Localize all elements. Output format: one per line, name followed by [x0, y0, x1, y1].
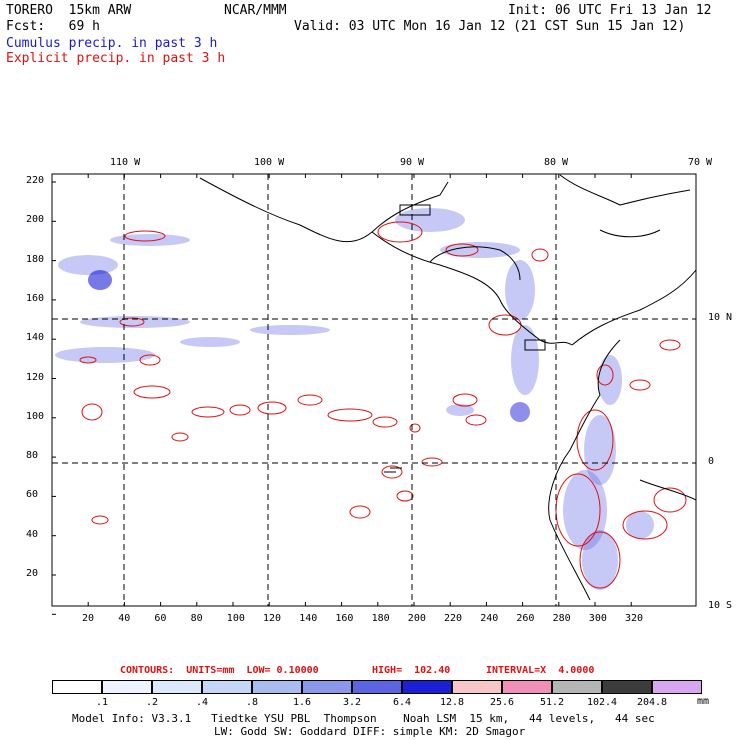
lon-label-70w: 70 W: [688, 157, 713, 168]
x-tick-label: 260: [516, 613, 535, 624]
legend-swatch: [652, 680, 702, 694]
lon-label-110w: 110 W: [110, 157, 141, 168]
legend-label: 204.8: [636, 697, 668, 708]
valid-time: Valid: 03 UTC Mon 16 Jan 12 (21 CST Sun …: [294, 19, 686, 34]
legend-swatch: [202, 680, 252, 694]
y-tick-label: 60: [26, 489, 39, 501]
explicit-precip-contours: [79, 221, 687, 589]
legend-swatch: [602, 680, 652, 694]
x-tick-label: 200: [407, 613, 426, 624]
axis-ticks: [51, 174, 632, 615]
x-tick-label: 300: [588, 613, 607, 624]
y-tick-label: 20: [26, 568, 39, 579]
legend-swatch: [502, 680, 552, 694]
legend-label: 102.4: [586, 697, 618, 708]
legend-swatch: [552, 680, 602, 694]
legend-swatch: [352, 680, 402, 694]
contour-interval: INTERVAL=X 4.0000: [486, 665, 595, 676]
legend-swatch: [402, 680, 452, 694]
x-tick-label: 180: [371, 613, 390, 624]
legend-swatch: [52, 680, 102, 694]
x-tick-label: 20: [82, 613, 95, 624]
x-tick-label: 220: [444, 613, 463, 624]
y-tick-label: 140: [26, 332, 45, 344]
y-tick-label: 220: [26, 175, 45, 186]
coastlines: [199, 174, 696, 601]
legend-label: .1: [95, 697, 109, 708]
cumulus-precip-shading: [55, 208, 654, 590]
lon-label-100w: 100 W: [254, 157, 285, 168]
y-tick-label: 200: [26, 214, 45, 226]
legend-swatch: [152, 680, 202, 694]
y-tick-label: 40: [26, 528, 39, 540]
x-tick-label: 60: [154, 613, 167, 624]
model-info: Model Info: V3.3.1 Tiedtke YSU PBL Thomp…: [72, 712, 655, 725]
lat-label-10n: 10 N: [708, 312, 733, 323]
y-tick-label: 100: [26, 410, 45, 422]
cumulus-precip-label: Cumulus precip. in past 3 h: [6, 36, 218, 51]
model-title: TORERO 15km ARW: [6, 3, 132, 18]
physics-info: LW: Godd SW: Goddard DIFF: simple KM: 2D…: [214, 725, 526, 738]
plot-frame: [51, 173, 697, 607]
x-tick-label: 80: [190, 613, 203, 624]
org-label: NCAR/MMM: [224, 3, 287, 18]
y-tick-label: 180: [26, 253, 45, 265]
x-tick-label: 280: [552, 613, 571, 624]
legend-label: .2: [145, 697, 159, 708]
y-tick-label: 80: [26, 450, 39, 462]
contour-high: HIGH= 102.40: [372, 665, 451, 676]
contour-units: CONTOURS: UNITS=mm LOW= 0.10000: [120, 665, 319, 676]
x-tick-label: 100: [226, 613, 245, 624]
x-tick-label: 120: [263, 613, 282, 624]
legend-swatch: [102, 680, 152, 694]
y-tick-label: 120: [26, 371, 45, 383]
lon-label-80w: 80 W: [544, 157, 569, 168]
legend-swatch: [252, 680, 302, 694]
x-tick-label: 160: [335, 613, 354, 624]
legend-label: 51.2: [539, 697, 565, 708]
legend-label: 25.6: [489, 697, 515, 708]
y-tick-label: 160: [26, 292, 45, 304]
legend-swatch: [452, 680, 502, 694]
legend-label: 1.6: [292, 697, 312, 708]
lat-lon-grid: [52, 174, 696, 606]
legend-label: .4: [195, 697, 209, 708]
legend-label: .8: [245, 697, 259, 708]
init-time: Init: 06 UTC Fri 13 Jan 12: [508, 3, 712, 18]
legend-label: 6.4: [392, 697, 412, 708]
legend-unit: mm: [697, 696, 710, 707]
x-tick-label: 320: [625, 613, 644, 624]
legend-label: 3.2: [342, 697, 362, 708]
legend-label: 12.8: [439, 697, 465, 708]
explicit-precip-label: Explicit precip. in past 3 h: [6, 51, 226, 66]
x-tick-label: 140: [299, 613, 318, 624]
lat-label-0: 0: [708, 456, 715, 467]
legend-swatch: [302, 680, 352, 694]
forecast-hour: Fcst: 69 h: [6, 19, 100, 34]
x-tick-label: 40: [118, 613, 131, 624]
lat-label-10s: 10 S: [708, 600, 733, 611]
lon-label-90w: 90 W: [400, 157, 425, 168]
x-tick-label: 240: [480, 613, 499, 624]
